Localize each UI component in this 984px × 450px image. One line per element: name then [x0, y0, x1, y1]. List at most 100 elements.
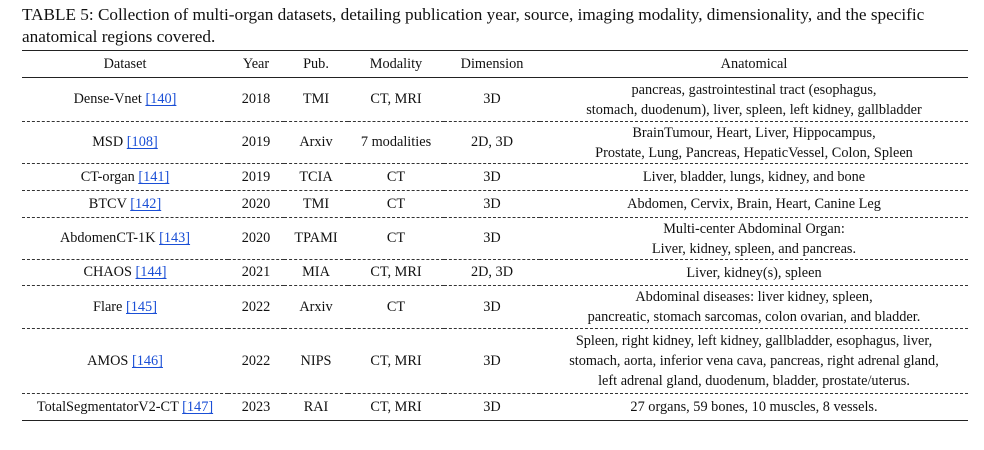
- cell-modality: CT, MRI: [348, 328, 444, 394]
- cell-modality: CT, MRI: [348, 77, 444, 122]
- cell-dataset: BTCV [142]: [22, 190, 228, 218]
- cell-dataset: CHAOS [144]: [22, 259, 228, 286]
- cell-dimension: 3D: [444, 328, 540, 394]
- table-row: Flare [145] 2022 Arxiv CT 3D Abdominal diseas…: [22, 285, 968, 329]
- cell-dataset: AMOS [146]: [22, 328, 228, 394]
- cell-pub: Arxiv: [284, 285, 348, 329]
- table-row: AbdomenCT-1K [143] 2020 TPAMI CT 3D Multi-cen…: [22, 217, 968, 260]
- cell-anatomical: Liver, bladder, lungs, kidney, and bone: [540, 163, 968, 191]
- citation-link[interactable]: [142]: [130, 195, 162, 212]
- anatomical-line: Prostate, Lung, Pancreas, HepaticVessel,…: [595, 144, 913, 161]
- table-row: CT-organ [141] 2019 TCIA CT 3D Liver, bladder…: [22, 163, 968, 191]
- cell-dataset: TotalSegmentatorV2-CT [147]: [22, 393, 228, 421]
- cell-anatomical: Abdominal diseases: liver kidney, spleen…: [540, 285, 968, 329]
- cell-dataset: MSD [108]: [22, 121, 228, 164]
- datasets-table: Dataset Year Pub. Modality Dimension Ana…: [22, 50, 968, 421]
- cell-anatomical: Spleen, right kidney, left kidney, gallb…: [540, 328, 968, 394]
- table-row: CHAOS [144] 2021 MIA CT, MRI 2D, 3D Liver, ki…: [22, 259, 968, 286]
- citation-link[interactable]: [108]: [126, 134, 158, 150]
- dataset-name: AMOS: [87, 352, 129, 369]
- cell-year: 2023: [228, 393, 284, 421]
- anatomical-line: Liver, kidney(s), spleen: [686, 264, 822, 281]
- citation-link[interactable]: [146]: [131, 352, 163, 369]
- cell-dataset: Dense-Vnet [140]: [22, 77, 228, 122]
- cell-dimension: 3D: [444, 393, 540, 421]
- anatomical-line: BrainTumour, Heart, Liver, Hippocampus,: [632, 124, 876, 141]
- cell-modality: CT, MRI: [348, 259, 444, 286]
- citation-link[interactable]: [147]: [182, 398, 214, 415]
- cell-dimension: 2D, 3D: [444, 259, 540, 286]
- anatomical-line: Liver, kidney, spleen, and pancreas.: [651, 240, 857, 257]
- cell-year: 2019: [228, 121, 284, 164]
- header-dataset: Dataset: [22, 50, 228, 78]
- cell-dimension: 3D: [444, 190, 540, 218]
- anatomical-line: 27 organs, 59 bones, 10 muscles, 8 vesse…: [630, 399, 878, 415]
- header-year: Year: [228, 50, 284, 78]
- table-row: MSD [108] 2019 Arxiv 7 modalities 2D, 3D Brai…: [22, 121, 968, 164]
- cell-dimension: 3D: [444, 77, 540, 122]
- cell-anatomical: Liver, kidney(s), spleen: [540, 259, 968, 286]
- cell-dimension: 3D: [444, 217, 540, 260]
- dataset-name: CT-organ: [80, 168, 135, 185]
- citation-link[interactable]: [140]: [145, 91, 177, 107]
- cell-modality: CT: [348, 285, 444, 329]
- cell-dataset: CT-organ [141]: [22, 163, 228, 191]
- cell-dataset: Flare [145]: [22, 285, 228, 329]
- cell-pub: TPAMI: [284, 217, 348, 260]
- cell-year: 2022: [228, 328, 284, 394]
- anatomical-line: pancreatic, stomach sarcomas, colon ovar…: [587, 309, 921, 325]
- anatomical-line: Liver, bladder, lungs, kidney, and bone: [642, 169, 866, 185]
- dataset-name: CHAOS: [83, 264, 132, 280]
- table-row: Dense-Vnet [140] 2018 TMI CT, MRI 3D pancreas…: [22, 77, 968, 122]
- cell-pub: Arxiv: [284, 121, 348, 164]
- table-caption: TABLE 5: Collection of multi-organ datas…: [22, 5, 925, 46]
- dataset-name: TotalSegmentatorV2-CT: [36, 398, 179, 415]
- citation-link[interactable]: [141]: [138, 168, 170, 185]
- cell-anatomical: Multi-center Abdominal Organ: Liver, kidn…: [540, 217, 968, 260]
- cell-dimension: 2D, 3D: [444, 121, 540, 164]
- header-modality: Modality: [348, 50, 444, 78]
- cell-modality: CT: [348, 217, 444, 260]
- dataset-name: MSD: [92, 134, 124, 150]
- citation-link[interactable]: [145]: [126, 298, 157, 315]
- cell-year: 2020: [228, 190, 284, 218]
- cell-year: 2019: [228, 163, 284, 191]
- cell-pub: TMI: [284, 190, 348, 218]
- table-row: BTCV [142] 2020 TMI CT 3D Abdomen, Cervix, Br…: [22, 190, 968, 218]
- cell-year: 2022: [228, 285, 284, 329]
- dataset-name: BTCV: [88, 195, 127, 212]
- dataset-name: Flare: [93, 298, 123, 315]
- dataset-name: AbdomenCT-1K: [59, 230, 156, 246]
- cell-modality: CT, MRI: [348, 393, 444, 421]
- cell-year: 2021: [228, 259, 284, 286]
- header-dimension: Dimension: [444, 50, 540, 78]
- cell-anatomical: 27 organs, 59 bones, 10 muscles, 8 vesse…: [540, 393, 968, 421]
- table-row: TotalSegmentatorV2-CT [147] 2023 RAI CT, MR…: [22, 393, 968, 421]
- citation-link[interactable]: [143]: [159, 230, 191, 246]
- cell-pub: MIA: [284, 259, 348, 286]
- cell-pub: NIPS: [284, 328, 348, 394]
- anatomical-line: Abdominal diseases: liver kidney, spleen…: [635, 289, 873, 305]
- cell-dimension: 3D: [444, 163, 540, 191]
- header-anatomical: Anatomical: [540, 50, 968, 78]
- cell-modality: 7 modalities: [348, 121, 444, 164]
- dataset-name: Dense-Vnet: [73, 91, 142, 107]
- anatomical-line: Abdomen, Cervix, Brain, Heart, Canine Le…: [627, 196, 881, 212]
- cell-anatomical: pancreas, gastrointestinal tract (esopha…: [540, 77, 968, 122]
- table-header-row: Dataset Year Pub. Modality Dimension Ana…: [22, 50, 968, 78]
- cell-dimension: 3D: [444, 285, 540, 329]
- cell-modality: CT: [348, 163, 444, 191]
- header-pub: Pub.: [284, 50, 348, 78]
- anatomical-line: Spleen, right kidney, left kidney, gallb…: [575, 333, 933, 349]
- citation-link[interactable]: [144]: [135, 264, 167, 280]
- anatomical-line: pancreas, gastrointestinal tract (esopha…: [631, 81, 877, 98]
- cell-year: 2018: [228, 77, 284, 122]
- cell-dataset: AbdomenCT-1K [143]: [22, 217, 228, 260]
- table-body: Dense-Vnet [140] 2018 TMI CT, MRI 3D pancreas…: [22, 77, 968, 421]
- anatomical-line: stomach, duodenum), liver, spleen, left …: [586, 101, 922, 118]
- cell-pub: RAI: [284, 393, 348, 421]
- cell-anatomical: Abdomen, Cervix, Brain, Heart, Canine Le…: [540, 190, 968, 218]
- cell-year: 2020: [228, 217, 284, 260]
- cell-pub: TCIA: [284, 163, 348, 191]
